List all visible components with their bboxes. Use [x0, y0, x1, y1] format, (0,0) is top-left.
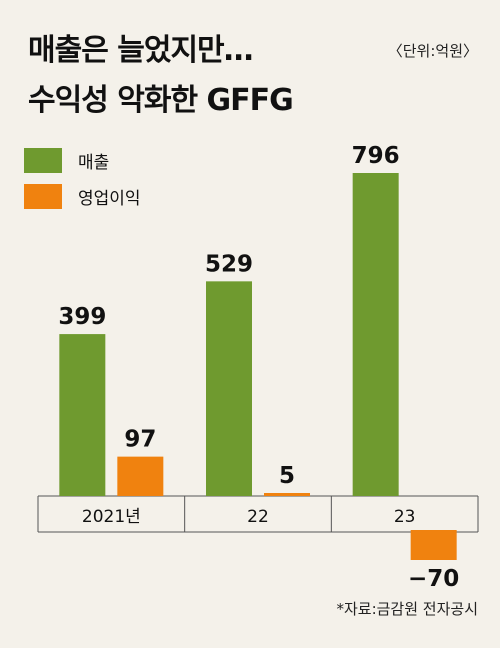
bar-revenue	[352, 173, 399, 496]
title-line-2: 수익성 악화한 GFFG	[28, 83, 294, 118]
legend-item-revenue: 매출	[24, 142, 141, 178]
title-line-1: 매출은 늘었지만…	[28, 33, 254, 68]
data-label: −70	[408, 566, 459, 592]
data-label: 529	[205, 251, 253, 277]
x-tick-label: 2021년	[82, 507, 141, 527]
bar-operating-profit	[264, 493, 310, 496]
legend-swatch-revenue	[24, 147, 62, 173]
unit-note: 〈단위:억원〉	[387, 42, 478, 60]
legend-label-revenue: 매출	[78, 152, 110, 173]
bar-operating-profit	[410, 530, 457, 560]
bar-revenue	[59, 334, 106, 496]
data-label: 399	[58, 304, 106, 330]
data-label: 796	[352, 143, 400, 169]
bar-operating-profit	[117, 456, 164, 496]
bar-revenue	[206, 281, 252, 496]
legend: 매출 영업이익	[24, 142, 141, 214]
legend-swatch-operating-profit	[24, 183, 62, 209]
source-note: *자료:금감원 전자공시	[336, 600, 478, 618]
x-tick-label: 23	[394, 507, 416, 527]
data-label: 97	[124, 427, 156, 453]
data-label: 5	[279, 463, 295, 489]
legend-label-operating-profit: 영업이익	[78, 188, 141, 209]
x-tick-label: 22	[247, 507, 269, 527]
legend-item-operating-profit: 영업이익	[24, 178, 141, 214]
chart-title: 매출은 늘었지만… 수익성 악화한 GFFG	[28, 26, 294, 126]
